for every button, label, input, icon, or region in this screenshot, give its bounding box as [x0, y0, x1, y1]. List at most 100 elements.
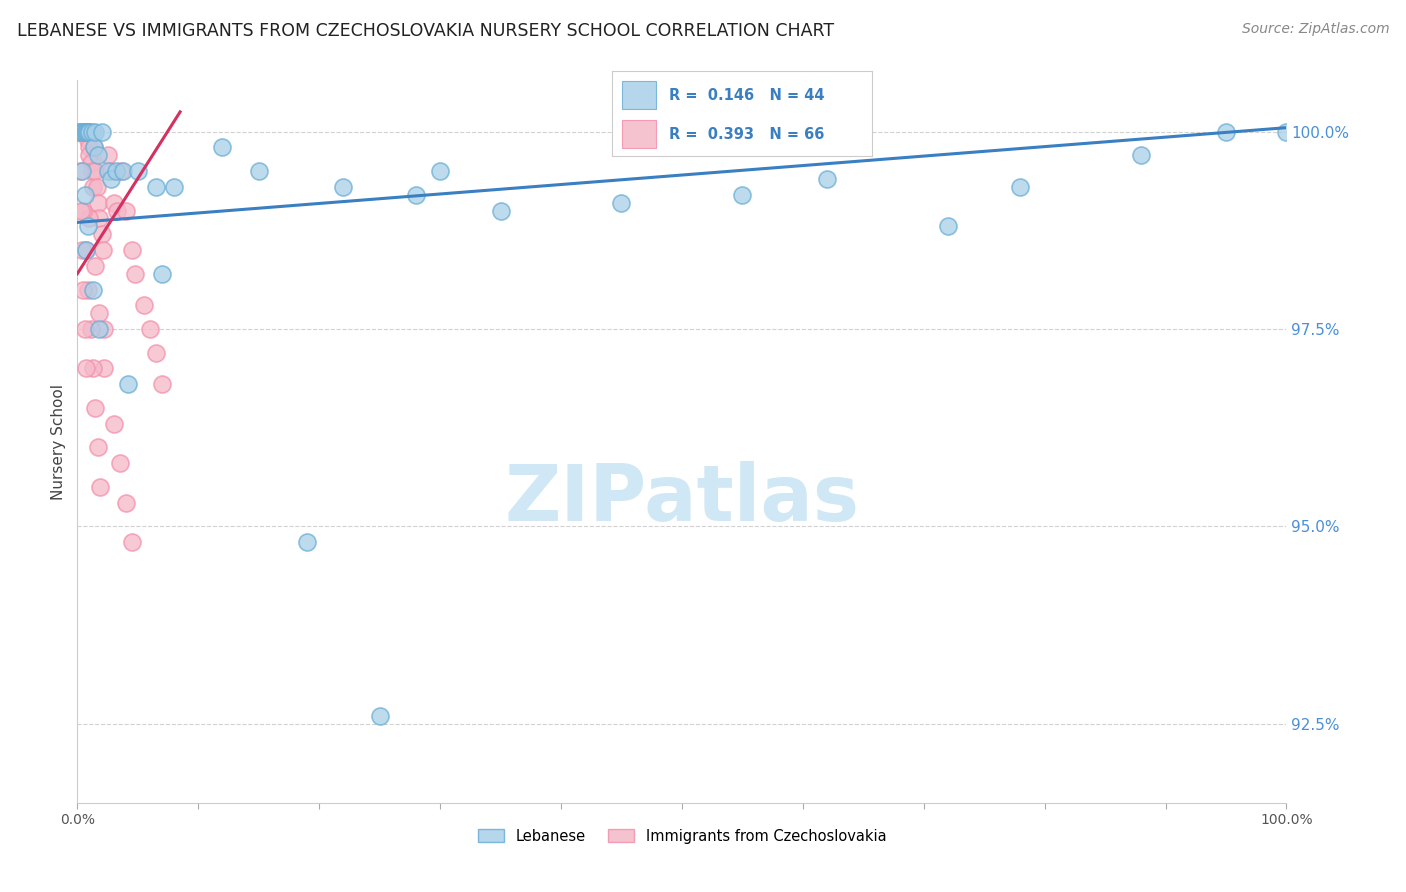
Point	[76, 125, 98, 139]
Point	[429, 164, 451, 178]
Point	[105, 164, 128, 178]
Point	[93, 322, 115, 336]
Point	[70, 164, 93, 178]
Point	[108, 456, 131, 470]
Point	[70, 125, 93, 139]
Point	[100, 164, 122, 178]
Point	[610, 195, 633, 210]
Point	[79, 156, 101, 170]
Point	[127, 164, 149, 178]
Point	[67, 125, 90, 139]
Point	[1275, 125, 1298, 139]
Point	[80, 125, 103, 139]
Point	[936, 219, 959, 234]
Point	[79, 322, 101, 336]
Point	[295, 535, 318, 549]
Point	[90, 227, 112, 242]
Point	[70, 125, 93, 139]
Point	[83, 140, 105, 154]
Point	[489, 203, 512, 218]
Point	[1010, 180, 1032, 194]
Point	[87, 441, 110, 455]
FancyBboxPatch shape	[621, 120, 655, 147]
Point	[69, 125, 91, 139]
Point	[91, 243, 114, 257]
Point	[70, 125, 93, 139]
Point	[73, 125, 96, 139]
Point	[84, 164, 107, 178]
Point	[211, 140, 233, 154]
Point	[731, 187, 754, 202]
Text: R =  0.393   N = 66: R = 0.393 N = 66	[669, 127, 824, 142]
Point	[103, 417, 125, 431]
Point	[121, 243, 143, 257]
Point	[145, 345, 167, 359]
Point	[70, 125, 93, 139]
Point	[96, 148, 118, 162]
Point	[82, 361, 104, 376]
Point	[70, 125, 93, 139]
Point	[332, 180, 354, 194]
Point	[117, 377, 139, 392]
Point	[75, 125, 97, 139]
Point	[1215, 125, 1237, 139]
Text: Source: ZipAtlas.com: Source: ZipAtlas.com	[1241, 22, 1389, 37]
Point	[150, 267, 173, 281]
Point	[70, 125, 93, 139]
Legend: Lebanese, Immigrants from Czechoslovakia: Lebanese, Immigrants from Czechoslovakia	[472, 823, 891, 850]
Point	[132, 298, 155, 312]
Point	[84, 125, 107, 139]
Point	[72, 125, 94, 139]
Point	[75, 361, 97, 376]
Point	[75, 243, 97, 257]
Point	[368, 709, 391, 723]
Point	[75, 243, 97, 257]
Point	[69, 125, 91, 139]
Point	[72, 203, 94, 218]
Point	[69, 164, 91, 178]
Text: LEBANESE VS IMMIGRANTS FROM CZECHOSLOVAKIA NURSERY SCHOOL CORRELATION CHART: LEBANESE VS IMMIGRANTS FROM CZECHOSLOVAK…	[17, 22, 834, 40]
Point	[87, 306, 110, 320]
Point	[70, 125, 93, 139]
Text: ZIPatlas: ZIPatlas	[505, 461, 859, 537]
Point	[87, 195, 110, 210]
Point	[72, 283, 94, 297]
Point	[79, 211, 101, 226]
Point	[67, 125, 90, 139]
Point	[103, 195, 125, 210]
Point	[82, 180, 104, 194]
Point	[84, 401, 107, 415]
Point	[121, 535, 143, 549]
Point	[77, 125, 100, 139]
Point	[70, 243, 93, 257]
Text: R =  0.146   N = 44: R = 0.146 N = 44	[669, 87, 824, 103]
Point	[73, 187, 96, 202]
Point	[96, 164, 118, 178]
Point	[77, 125, 100, 139]
Point	[110, 164, 132, 178]
Point	[77, 132, 100, 146]
Point	[114, 203, 136, 218]
Point	[815, 172, 838, 186]
Point	[86, 180, 108, 194]
Point	[77, 219, 100, 234]
Point	[79, 140, 101, 154]
Point	[145, 180, 167, 194]
Point	[75, 125, 97, 139]
Point	[100, 172, 122, 186]
Point	[405, 187, 427, 202]
Point	[87, 148, 110, 162]
Point	[79, 148, 101, 162]
Point	[89, 480, 111, 494]
Point	[77, 283, 100, 297]
Point	[90, 125, 112, 139]
Point	[87, 322, 110, 336]
Point	[73, 125, 96, 139]
Point	[124, 267, 146, 281]
Point	[70, 203, 93, 218]
Point	[72, 125, 94, 139]
Point	[73, 125, 96, 139]
Point	[80, 164, 103, 178]
Point	[73, 322, 96, 336]
Point	[84, 259, 107, 273]
